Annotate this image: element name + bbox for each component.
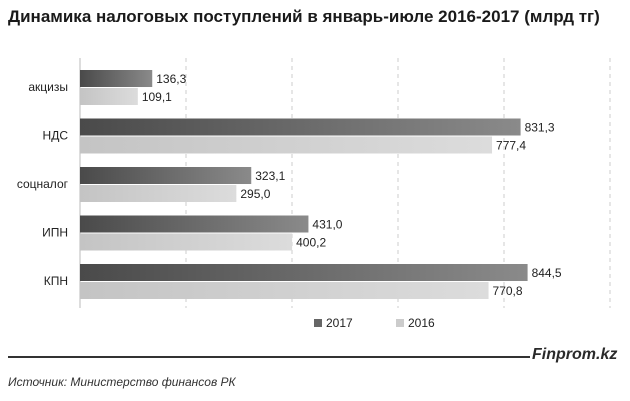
data-label-2017: 431,0 [312, 218, 342, 232]
bar-2017 [80, 70, 153, 87]
data-label-2016: 400,2 [296, 236, 326, 250]
chart-title: Динамика налоговых поступлений в январь-… [8, 7, 600, 26]
legend-swatch-2017 [314, 319, 322, 327]
legend-swatch-2016 [396, 319, 404, 327]
data-label-2017: 136,3 [156, 72, 186, 86]
bar-2017 [80, 264, 528, 281]
data-labels: 136,3 109,1 831,3 777,4 323,1 295,0 431,0 400,2… [142, 72, 562, 298]
legend-label-2017: 2017 [326, 316, 353, 330]
category-label: акцизы [28, 80, 68, 94]
bar-2017 [80, 118, 521, 136]
bar-2016 [80, 88, 138, 105]
data-label-2016: 770,8 [493, 284, 523, 298]
legend: 2017 2016 [314, 316, 435, 330]
data-label-2017: 844,5 [532, 266, 562, 280]
bar-2016 [80, 233, 293, 251]
bar-2016 [80, 136, 493, 154]
bars [80, 70, 528, 299]
bar-2017 [80, 167, 252, 184]
data-label-2016: 109,1 [142, 90, 172, 104]
category-label: соцналог [17, 177, 69, 191]
bar-chart: акцизы НДС соцналог ИПН КПН 136,3 109,1 831,3 7… [17, 58, 611, 330]
legend-label-2016: 2016 [408, 316, 435, 330]
bar-2016 [80, 185, 237, 202]
category-label: НДС [43, 129, 69, 143]
bar-2017 [80, 215, 309, 233]
category-label: КПН [44, 274, 68, 288]
category-axis: акцизы НДС соцналог ИПН КПН [17, 58, 81, 308]
source-note: Источник: Министерство финансов РК [8, 375, 236, 389]
footer-divider [8, 356, 530, 358]
bar-2016 [80, 282, 489, 299]
data-label-2016: 295,0 [240, 187, 270, 201]
data-label-2016: 777,4 [496, 139, 526, 153]
data-label-2017: 831,3 [525, 121, 555, 135]
brand-logo-text: Finprom.kz [532, 346, 618, 363]
category-label: ИПН [42, 226, 68, 240]
data-label-2017: 323,1 [255, 169, 285, 183]
